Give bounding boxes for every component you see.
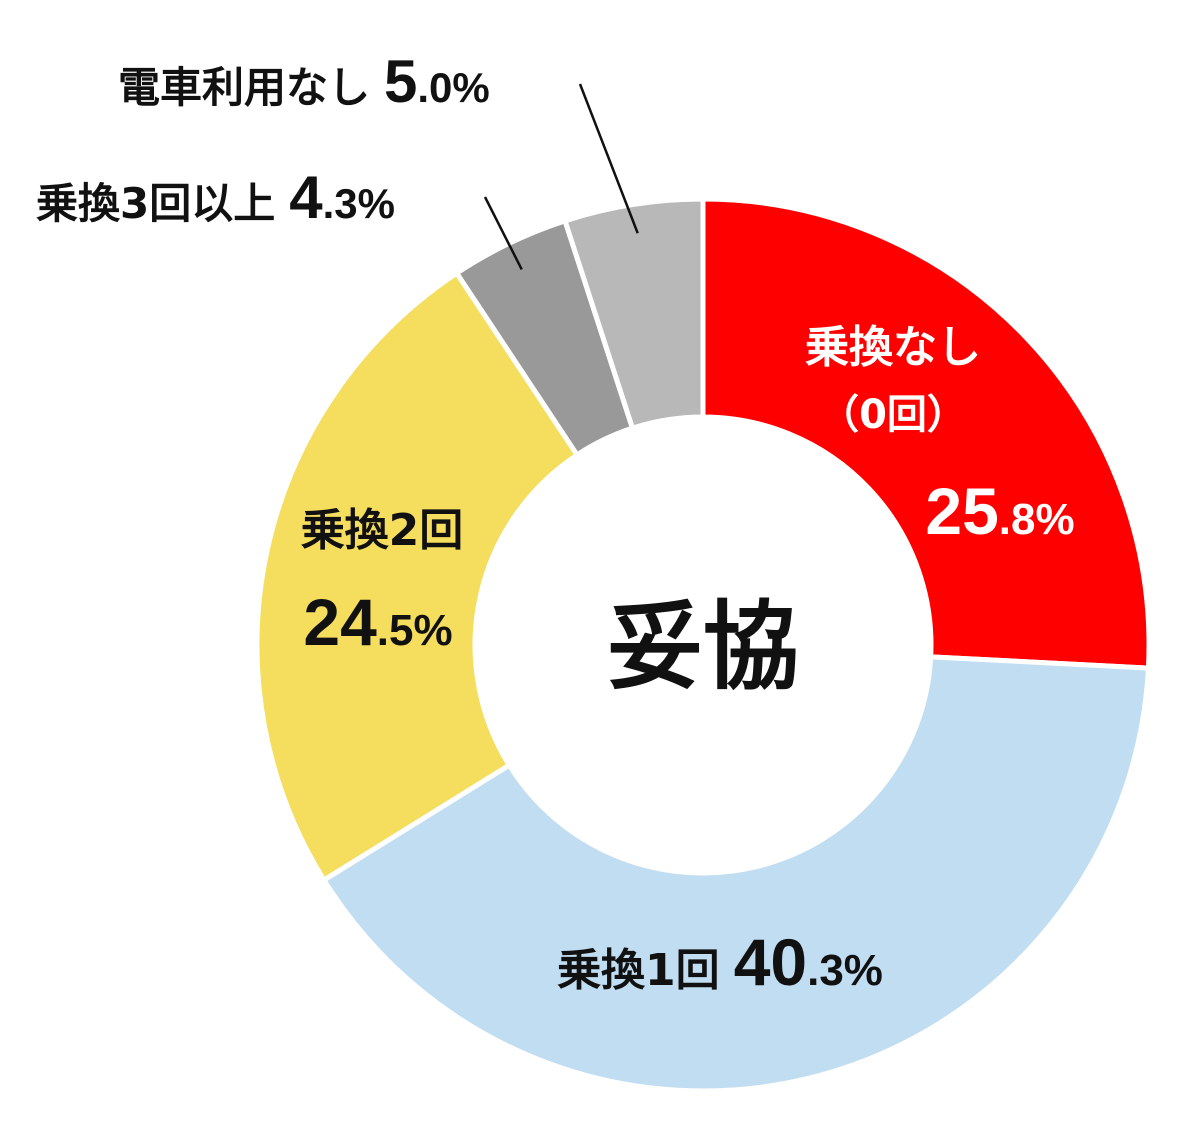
slice-sublabel-no-transfer: （0回） [819,392,967,438]
slice-label-three-plus-transfers: 乗換3回以上 4.3% [36,164,395,231]
slice-label-no-train: 電車利用なし 5.0% [118,48,490,115]
center-label: 妥協 [607,591,799,703]
slice-value-no-transfer: 25.8% [925,474,1074,548]
donut-slice-4 [561,196,706,432]
donut-slice-1 [320,654,1152,1094]
slice-value-two-transfers: 24.5% [303,585,452,659]
leader-lines [483,83,639,271]
slice-label-one-transfer: 乗換1回 40.3% [557,925,883,999]
leader-line-no-train [578,83,639,234]
slice-label-no-transfer: 乗換なし [805,322,981,373]
donut-slices [254,196,1152,1094]
donut-slice-0 [700,196,1152,671]
donut-slice-2 [254,269,581,884]
leader-line-three-plus [483,196,523,271]
slice-label-two-transfers: 乗換2回 [301,505,464,556]
